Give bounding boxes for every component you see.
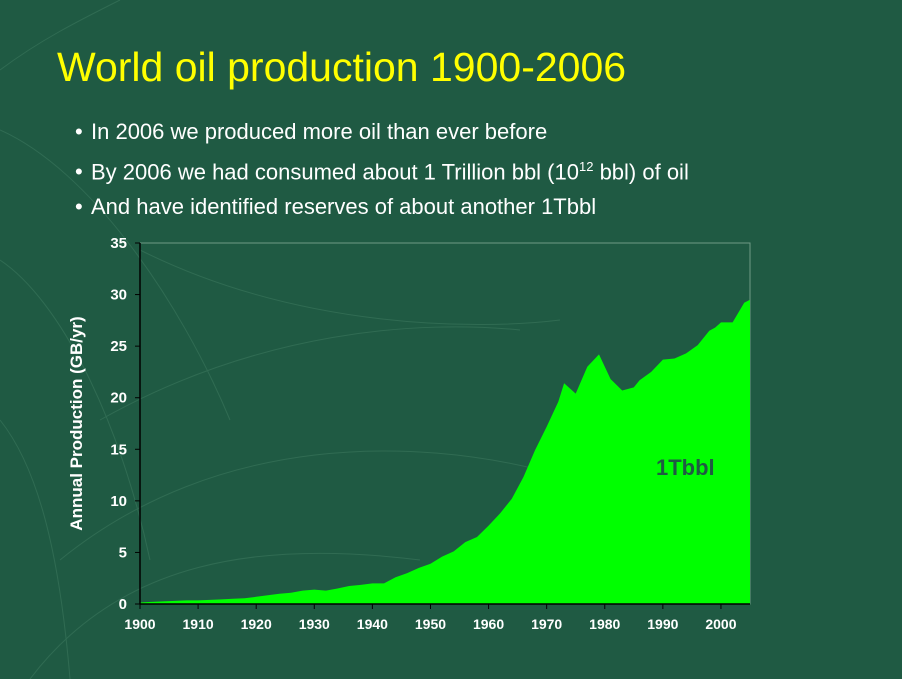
y-tick-label: 10 (110, 493, 127, 510)
decor-arc (59, 450, 541, 561)
y-tick-label: 5 (119, 544, 127, 561)
bullet-icon: • (75, 194, 83, 220)
bullet-icon: • (75, 119, 83, 144)
bullet-superscript: 12 (578, 159, 594, 174)
bullet-icon: • (75, 159, 83, 185)
bullet-item: • And have identified reserves of about a… (75, 189, 689, 224)
decor-arc (0, 0, 121, 71)
x-tick-label: 1910 (183, 616, 214, 632)
x-tick-label: 2000 (705, 616, 736, 632)
decor-arc (0, 129, 231, 421)
area-annotation: 1Tbbl (656, 455, 715, 480)
y-axis-label: Annual Production (GB/yr) (67, 316, 86, 530)
y-tick-label: 0 (119, 596, 127, 613)
bullet-text: bbl) of oil (593, 159, 689, 185)
x-tick-label: 1960 (473, 616, 504, 632)
x-tick-label: 1940 (357, 616, 388, 632)
y-tick-label: 15 (110, 441, 127, 458)
x-tick-label: 1990 (647, 616, 678, 632)
bullet-item: • In 2006 we produced more oil than ever … (75, 114, 689, 149)
y-tick-label: 25 (110, 338, 127, 355)
bullet-text: In 2006 we produced more oil than ever b… (91, 119, 548, 144)
y-tick-label: 35 (110, 235, 127, 252)
x-tick-label: 1980 (589, 616, 620, 632)
y-tick-label: 20 (110, 390, 127, 407)
decor-arc (0, 419, 71, 679)
x-tick-label: 1930 (299, 616, 330, 632)
decor-arc (29, 552, 421, 679)
decor-arc (139, 249, 561, 325)
bullet-list: • In 2006 we produced more oil than ever … (75, 114, 689, 224)
x-tick-label: 1950 (415, 616, 446, 632)
slide-title: World oil production 1900-2006 (57, 44, 627, 90)
bullet-text: By 2006 we had consumed about 1 Trillion… (91, 159, 579, 185)
y-tick-label: 30 (110, 287, 127, 304)
production-area (140, 299, 750, 604)
bullet-item: • By 2006 we had consumed about 1 Trillio… (75, 149, 689, 189)
x-tick-label: 1920 (241, 616, 272, 632)
x-tick-label: 1900 (124, 616, 155, 632)
decor-arc (99, 326, 521, 421)
x-tick-label: 1970 (531, 616, 562, 632)
decor-arc (0, 259, 151, 561)
bullet-text: And have identified reserves of about an… (91, 194, 597, 220)
